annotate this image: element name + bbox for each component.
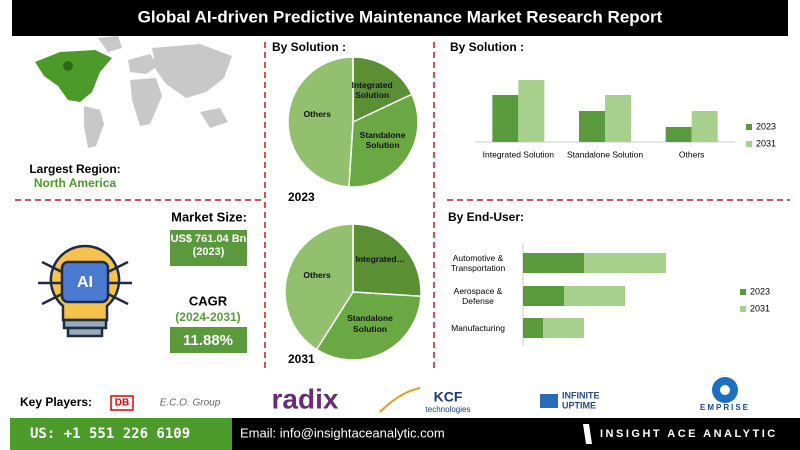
bar — [523, 318, 543, 338]
pie-year: 2031 — [288, 352, 315, 366]
company: radix — [272, 383, 339, 414]
pie-label: Others — [303, 108, 331, 119]
region-value: North America — [34, 176, 117, 190]
company: DB — [115, 398, 129, 409]
market-size-value: US$ 761.04 Bn (2023) — [170, 233, 247, 259]
legend-label: 2031 — [750, 303, 770, 313]
x-tick-label: Others — [679, 149, 705, 159]
company: E.C.O. Group — [160, 398, 221, 409]
pie-label: Integrated… — [355, 254, 406, 265]
bar — [665, 127, 692, 142]
footer-phone: US: +1 551 226 6109 — [30, 426, 190, 442]
bar — [605, 95, 631, 142]
market-size-box — [170, 230, 247, 266]
dividers — [15, 42, 790, 370]
bar — [543, 318, 584, 338]
company: UPTIME — [562, 400, 596, 410]
logo-box — [110, 395, 134, 411]
chart-title: By Solution : — [450, 40, 524, 54]
bar — [523, 286, 564, 306]
cagr-box — [170, 327, 247, 353]
cagr-label: CAGR — [189, 293, 228, 308]
company: technologies — [426, 405, 471, 414]
key-players-label: Key Players: — [20, 395, 92, 409]
company: EMPRISE — [700, 403, 750, 412]
title: Global AI-driven Predictive Maintenance … — [138, 7, 663, 26]
cagr-period: (2024-2031) — [175, 310, 240, 324]
pie-label: Standalone Solution — [359, 130, 406, 151]
pie-label: Others — [303, 269, 331, 280]
company: KCF — [434, 389, 463, 405]
logo-gear-hole — [720, 385, 730, 395]
x-tick-label: Integrated Solution — [483, 149, 555, 159]
legend-swatch — [746, 124, 752, 130]
pie-slice — [352, 223, 422, 298]
bar — [691, 111, 718, 142]
title-bar — [12, 0, 788, 36]
legend-label: 2023 — [750, 286, 770, 296]
ai-bulb-icon: AI — [38, 244, 132, 338]
bar — [523, 253, 584, 273]
logo-swoosh — [379, 387, 421, 413]
bar — [492, 95, 519, 142]
legend-label: 2031 — [756, 138, 776, 148]
legend-swatch — [746, 141, 752, 147]
x-tick-label: Standalone Solution — [567, 149, 643, 159]
company: INFINITE — [562, 390, 600, 400]
market-size-label: Market Size: — [171, 209, 247, 224]
y-tick-label: Manufacturing — [451, 322, 505, 333]
y-tick-label: Automotive & Transportation — [450, 252, 506, 273]
bar — [518, 80, 545, 142]
pie-year: 2023 — [288, 190, 315, 204]
logo-box — [540, 394, 558, 408]
solution-title: By Solution : — [272, 40, 346, 54]
legend-swatch — [740, 289, 746, 295]
bar — [564, 286, 625, 306]
pie-slice — [287, 56, 354, 188]
footer-bg — [232, 418, 800, 450]
footer-phone-bg — [10, 418, 232, 450]
chart-title: By End-User: — [448, 210, 524, 224]
pie-slice — [284, 223, 354, 351]
world-map — [35, 36, 232, 148]
brand-icon — [583, 424, 592, 444]
legend-swatch — [740, 306, 746, 312]
y-tick-label: Aerospace & Defense — [453, 285, 503, 306]
pie-label: Integrated Solution — [351, 79, 393, 100]
pie-slice — [348, 93, 419, 188]
cagr-value: 11.88% — [183, 332, 233, 349]
pie-label: Standalone Solution — [347, 313, 393, 334]
svg-text:AI: AI — [77, 274, 93, 291]
region-label: Largest Region: — [29, 162, 120, 176]
bar — [584, 253, 666, 273]
footer-email: Email: info@insightaceanalytic.com — [240, 425, 445, 440]
bar — [579, 111, 605, 142]
legend-label: 2023 — [756, 121, 776, 131]
pie-slice — [352, 56, 413, 124]
footer-brand: INSIGHT ACE ANALYTIC — [600, 428, 778, 440]
